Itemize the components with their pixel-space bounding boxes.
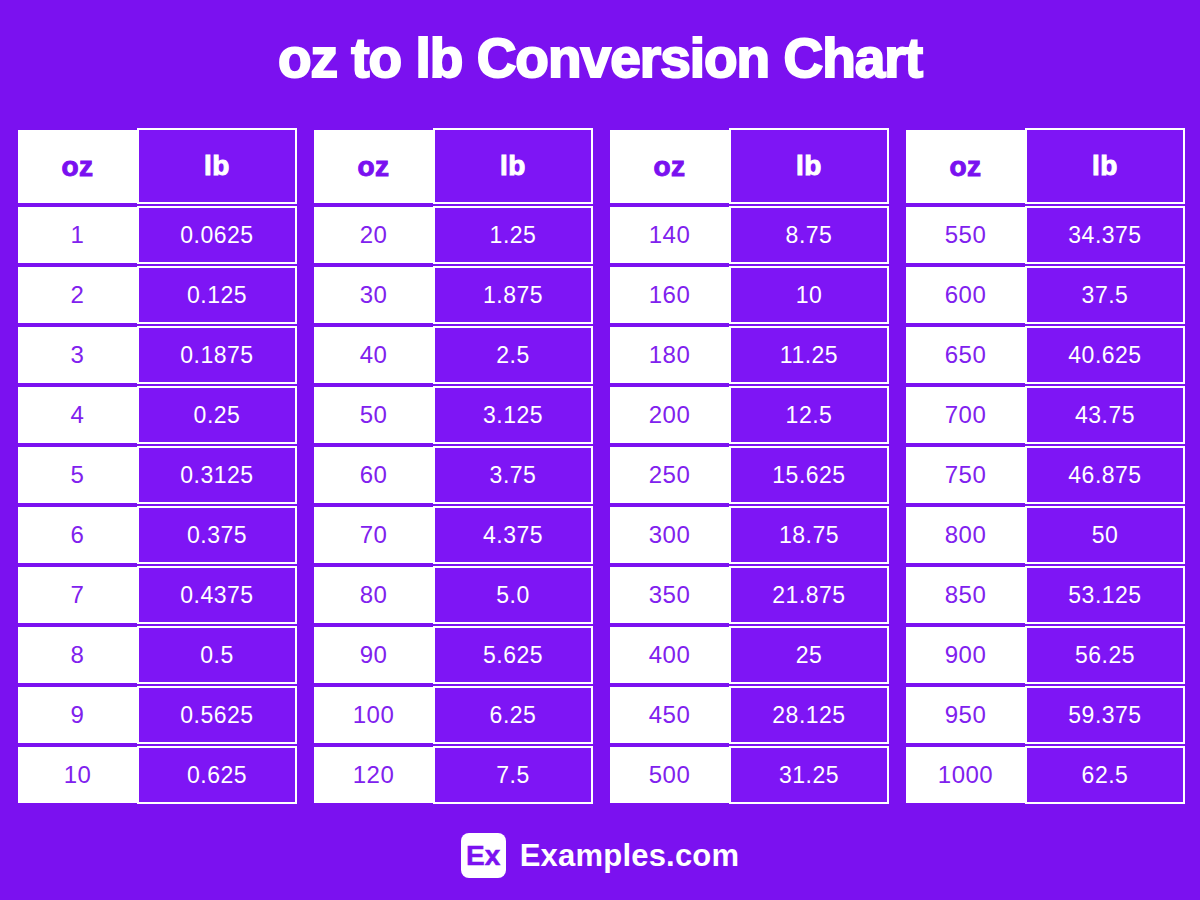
oz-value-cell: 550 xyxy=(906,207,1025,263)
lb-header-cell: lb xyxy=(137,128,297,204)
lb-value-cell: 37.5 xyxy=(1025,266,1185,324)
lb-value-cell: 5.625 xyxy=(433,626,593,684)
oz-value-cell: 140 xyxy=(610,207,729,263)
oz-value-cell: 9 xyxy=(18,687,137,743)
oz-value-cell: 6 xyxy=(18,507,137,563)
lb-value-cell: 43.75 xyxy=(1025,386,1185,444)
oz-value-cell: 900 xyxy=(906,627,1025,683)
lb-header-cell: lb xyxy=(433,128,593,204)
lb-value-cell: 25 xyxy=(729,626,889,684)
lb-value-cell: 1.875 xyxy=(433,266,593,324)
oz-value-cell: 850 xyxy=(906,567,1025,623)
conversion-table-group-2: ozlb201.25301.875402.5503.125603.75704.3… xyxy=(314,128,593,805)
oz-value-cell: 400 xyxy=(610,627,729,683)
lb-value-cell: 2.5 xyxy=(433,326,593,384)
oz-value-cell: 750 xyxy=(906,447,1025,503)
lb-value-cell: 11.25 xyxy=(729,326,889,384)
oz-value-cell: 100 xyxy=(314,687,433,743)
oz-value-cell: 650 xyxy=(906,327,1025,383)
lb-value-cell: 0.3125 xyxy=(137,446,297,504)
lb-value-cell: 3.125 xyxy=(433,386,593,444)
oz-value-cell: 7 xyxy=(18,567,137,623)
lb-value-cell: 46.875 xyxy=(1025,446,1185,504)
oz-value-cell: 4 xyxy=(18,387,137,443)
oz-value-cell: 8 xyxy=(18,627,137,683)
oz-value-cell: 300 xyxy=(610,507,729,563)
oz-value-cell: 600 xyxy=(906,267,1025,323)
oz-value-cell: 3 xyxy=(18,327,137,383)
lb-value-cell: 0.0625 xyxy=(137,206,297,264)
oz-value-cell: 90 xyxy=(314,627,433,683)
oz-header-cell: oz xyxy=(314,130,433,203)
lb-value-cell: 50 xyxy=(1025,506,1185,564)
conversion-table-group-4: ozlb55034.37560037.565040.62570043.75750… xyxy=(906,128,1185,805)
oz-value-cell: 20 xyxy=(314,207,433,263)
oz-value-cell: 350 xyxy=(610,567,729,623)
footer-branding: Ex Examples.com xyxy=(0,833,1200,878)
oz-value-cell: 180 xyxy=(610,327,729,383)
lb-value-cell: 0.4375 xyxy=(137,566,297,624)
lb-value-cell: 62.5 xyxy=(1025,746,1185,804)
lb-value-cell: 0.5 xyxy=(137,626,297,684)
oz-header-cell: oz xyxy=(18,130,137,203)
lb-value-cell: 0.375 xyxy=(137,506,297,564)
conversion-table-group-3: ozlb1408.751601018011.2520012.525015.625… xyxy=(610,128,889,805)
examples-logo-icon: Ex xyxy=(461,833,506,878)
conversion-tables: ozlb10.062520.12530.187540.2550.312560.3… xyxy=(18,128,1185,805)
lb-value-cell: 59.375 xyxy=(1025,686,1185,744)
oz-value-cell: 800 xyxy=(906,507,1025,563)
lb-value-cell: 53.125 xyxy=(1025,566,1185,624)
lb-value-cell: 0.125 xyxy=(137,266,297,324)
lb-value-cell: 0.1875 xyxy=(137,326,297,384)
lb-value-cell: 7.5 xyxy=(433,746,593,804)
lb-value-cell: 28.125 xyxy=(729,686,889,744)
lb-value-cell: 1.25 xyxy=(433,206,593,264)
oz-value-cell: 5 xyxy=(18,447,137,503)
oz-value-cell: 1000 xyxy=(906,747,1025,803)
oz-value-cell: 200 xyxy=(610,387,729,443)
lb-value-cell: 56.25 xyxy=(1025,626,1185,684)
lb-value-cell: 6.25 xyxy=(433,686,593,744)
lb-value-cell: 0.25 xyxy=(137,386,297,444)
lb-value-cell: 10 xyxy=(729,266,889,324)
site-name: Examples.com xyxy=(520,838,740,874)
lb-value-cell: 34.375 xyxy=(1025,206,1185,264)
lb-header-cell: lb xyxy=(729,128,889,204)
lb-header-cell: lb xyxy=(1025,128,1185,204)
lb-value-cell: 31.25 xyxy=(729,746,889,804)
oz-value-cell: 10 xyxy=(18,747,137,803)
oz-value-cell: 60 xyxy=(314,447,433,503)
lb-value-cell: 21.875 xyxy=(729,566,889,624)
oz-value-cell: 70 xyxy=(314,507,433,563)
oz-value-cell: 950 xyxy=(906,687,1025,743)
oz-value-cell: 700 xyxy=(906,387,1025,443)
page-background: oz to lb Conversion Chart ozlb10.062520.… xyxy=(0,0,1200,900)
oz-value-cell: 80 xyxy=(314,567,433,623)
oz-value-cell: 1 xyxy=(18,207,137,263)
lb-value-cell: 5.0 xyxy=(433,566,593,624)
lb-value-cell: 12.5 xyxy=(729,386,889,444)
oz-header-cell: oz xyxy=(610,130,729,203)
lb-value-cell: 18.75 xyxy=(729,506,889,564)
lb-value-cell: 4.375 xyxy=(433,506,593,564)
lb-value-cell: 40.625 xyxy=(1025,326,1185,384)
oz-value-cell: 2 xyxy=(18,267,137,323)
oz-value-cell: 500 xyxy=(610,747,729,803)
oz-value-cell: 450 xyxy=(610,687,729,743)
oz-value-cell: 50 xyxy=(314,387,433,443)
lb-value-cell: 0.625 xyxy=(137,746,297,804)
oz-value-cell: 160 xyxy=(610,267,729,323)
oz-value-cell: 250 xyxy=(610,447,729,503)
page-title: oz to lb Conversion Chart xyxy=(0,26,1200,90)
lb-value-cell: 0.5625 xyxy=(137,686,297,744)
oz-value-cell: 30 xyxy=(314,267,433,323)
oz-header-cell: oz xyxy=(906,130,1025,203)
oz-value-cell: 120 xyxy=(314,747,433,803)
conversion-table-group-1: ozlb10.062520.12530.187540.2550.312560.3… xyxy=(18,128,297,805)
lb-value-cell: 3.75 xyxy=(433,446,593,504)
lb-value-cell: 15.625 xyxy=(729,446,889,504)
lb-value-cell: 8.75 xyxy=(729,206,889,264)
oz-value-cell: 40 xyxy=(314,327,433,383)
